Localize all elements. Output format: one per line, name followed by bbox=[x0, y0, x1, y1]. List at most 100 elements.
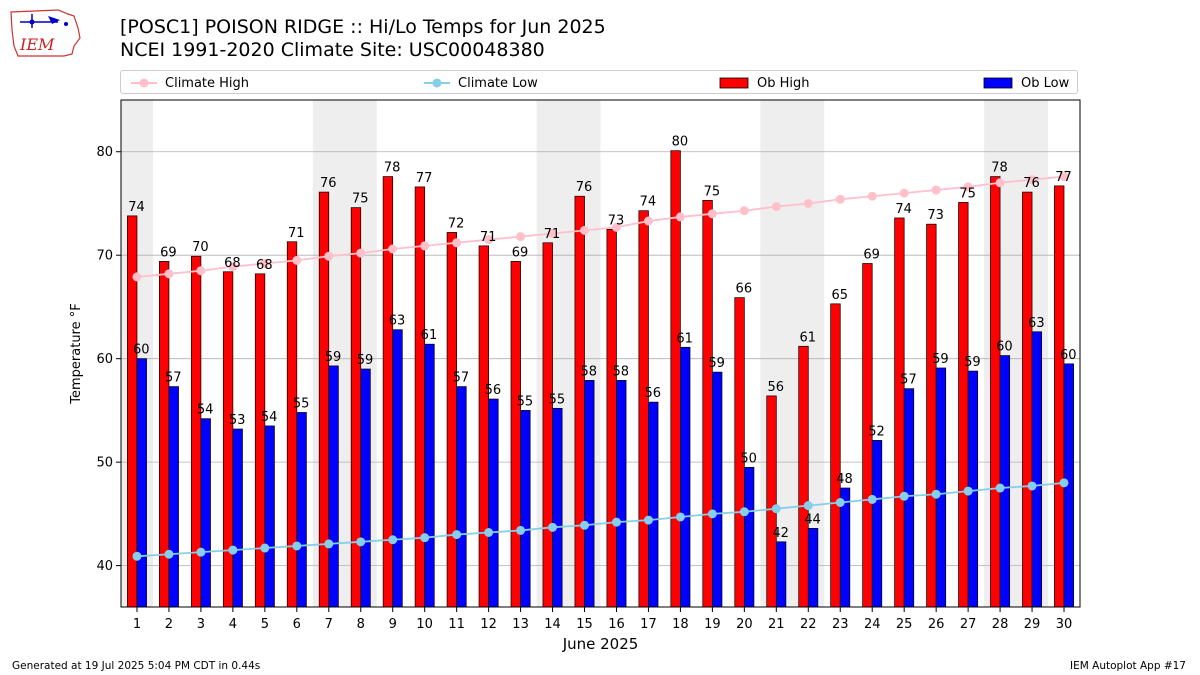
xtick-label-1: 1 bbox=[133, 617, 141, 632]
legend-climate-low-label: Climate Low bbox=[458, 75, 538, 91]
label-ob-low-23: 48 bbox=[836, 472, 853, 487]
bar-ob-high-26 bbox=[926, 223, 937, 608]
label-ob-high-28: 78 bbox=[991, 161, 1008, 176]
climate-high-point-20 bbox=[739, 206, 749, 216]
bar-ob-low-1 bbox=[136, 358, 147, 608]
weekend-shade-0 bbox=[121, 100, 153, 607]
grid-lines bbox=[121, 151, 1080, 567]
xtick-label-20: 20 bbox=[736, 617, 753, 632]
climate-low-point-4 bbox=[228, 545, 238, 555]
label-ob-low-4: 53 bbox=[229, 413, 246, 428]
weekend-shade-4 bbox=[984, 100, 1049, 607]
label-ob-high-4: 68 bbox=[224, 256, 241, 271]
label-ob-high-20: 66 bbox=[736, 282, 753, 297]
bar-ob-high-6 bbox=[286, 241, 298, 608]
xtick-label-24: 24 bbox=[864, 617, 881, 632]
xtick-label-4: 4 bbox=[229, 617, 237, 632]
xtick-label-14: 14 bbox=[544, 617, 561, 632]
label-ob-low-6: 55 bbox=[293, 396, 310, 411]
climate-high-point-3 bbox=[196, 266, 206, 276]
label-ob-low-2: 57 bbox=[165, 371, 182, 386]
climate-high-point-29 bbox=[1027, 175, 1037, 185]
bar-ob-high-1 bbox=[127, 215, 138, 608]
label-ob-high-2: 69 bbox=[160, 245, 177, 260]
xtick-label-17: 17 bbox=[640, 617, 657, 632]
xtick-label-9: 9 bbox=[389, 617, 397, 632]
climate-low-point-5 bbox=[260, 543, 270, 553]
climate-high-point-16 bbox=[611, 222, 621, 232]
xtick-label-19: 19 bbox=[704, 617, 721, 632]
label-ob-high-22: 61 bbox=[799, 330, 816, 345]
xtick-label-6: 6 bbox=[293, 617, 301, 632]
climate-low-point-11 bbox=[452, 530, 462, 540]
climate-low-point-14 bbox=[548, 522, 558, 532]
xtick-label-28: 28 bbox=[992, 617, 1009, 632]
bar-ob-high-24 bbox=[862, 263, 873, 608]
iem-logo: IEM bbox=[10, 9, 81, 57]
label-ob-low-3: 54 bbox=[197, 403, 214, 418]
climate-high-point-11 bbox=[452, 238, 462, 248]
label-ob-high-5: 68 bbox=[256, 258, 273, 273]
bar-ob-high-30 bbox=[1054, 185, 1065, 608]
ytick-label-40: 40 bbox=[96, 559, 113, 574]
label-ob-high-18: 80 bbox=[672, 135, 689, 150]
climate-low-point-28 bbox=[995, 483, 1005, 493]
weekend-shade-2 bbox=[536, 100, 601, 607]
label-ob-high-25: 74 bbox=[895, 202, 912, 217]
bar-ob-high-14 bbox=[542, 242, 553, 608]
label-ob-low-14: 55 bbox=[549, 392, 566, 407]
label-ob-high-11: 72 bbox=[448, 216, 465, 231]
climate-low-point-8 bbox=[356, 537, 366, 547]
bar-ob-high-27 bbox=[958, 202, 969, 608]
bar-ob-high-21 bbox=[766, 395, 777, 608]
label-ob-high-19: 75 bbox=[704, 184, 721, 199]
label-ob-high-9: 78 bbox=[384, 161, 401, 176]
xtick-label-11: 11 bbox=[448, 617, 465, 632]
xtick-label-25: 25 bbox=[896, 617, 913, 632]
label-ob-low-12: 56 bbox=[485, 383, 502, 398]
bar-ob-low-6 bbox=[296, 412, 307, 608]
bar-ob-low-10 bbox=[424, 343, 435, 608]
bar-ob-low-9 bbox=[392, 329, 403, 608]
label-ob-low-29: 63 bbox=[1028, 316, 1045, 331]
label-ob-low-19: 59 bbox=[708, 356, 725, 371]
climate-low-point-12 bbox=[484, 528, 494, 538]
bar-ob-low-30 bbox=[1063, 363, 1074, 608]
climate-high-point-6 bbox=[292, 255, 302, 265]
label-ob-low-9: 63 bbox=[389, 314, 406, 329]
bar-ob-high-18 bbox=[670, 150, 681, 608]
xtick-label-5: 5 bbox=[261, 617, 269, 632]
climate-high-point-13 bbox=[516, 232, 526, 242]
climate-high-point-7 bbox=[324, 251, 334, 261]
xtick-label-13: 13 bbox=[512, 617, 529, 632]
label-ob-high-16: 73 bbox=[608, 213, 625, 228]
climate-low-point-18 bbox=[675, 512, 685, 522]
app-label: IEM Autoplot App #17 bbox=[1070, 660, 1186, 672]
climate-high-point-24 bbox=[867, 191, 877, 201]
label-ob-low-1: 60 bbox=[133, 343, 150, 358]
bar-ob-high-7 bbox=[318, 191, 330, 608]
climate-low-point-9 bbox=[388, 535, 398, 545]
legend-ob-low: Ob Low bbox=[983, 74, 1069, 92]
weekend-shade-1 bbox=[312, 100, 377, 607]
bar-ob-high-28 bbox=[990, 176, 1001, 608]
bars bbox=[127, 150, 1074, 608]
label-ob-high-23: 65 bbox=[831, 288, 848, 303]
label-ob-high-6: 71 bbox=[288, 226, 305, 241]
climate-low-point-25 bbox=[899, 491, 909, 501]
xtick-label-26: 26 bbox=[928, 617, 945, 632]
climate-low-point-6 bbox=[292, 541, 302, 551]
label-ob-high-21: 56 bbox=[768, 380, 785, 395]
ytick-label-50: 50 bbox=[96, 456, 113, 471]
label-ob-low-21: 42 bbox=[772, 526, 789, 541]
label-ob-high-10: 77 bbox=[416, 171, 433, 186]
legend-ob-high: Ob High bbox=[719, 74, 810, 92]
climate-high-point-28 bbox=[995, 178, 1005, 188]
label-ob-low-18: 61 bbox=[676, 331, 693, 346]
xtick-label-3: 3 bbox=[197, 617, 205, 632]
label-ob-low-24: 52 bbox=[868, 424, 885, 439]
ytick-label-60: 60 bbox=[96, 352, 113, 367]
chart-subtitle: NCEI 1991-2020 Climate Site: USC00048380 bbox=[120, 39, 545, 61]
bar-ob-high-3 bbox=[190, 255, 202, 608]
climate-high-point-4 bbox=[228, 262, 238, 272]
